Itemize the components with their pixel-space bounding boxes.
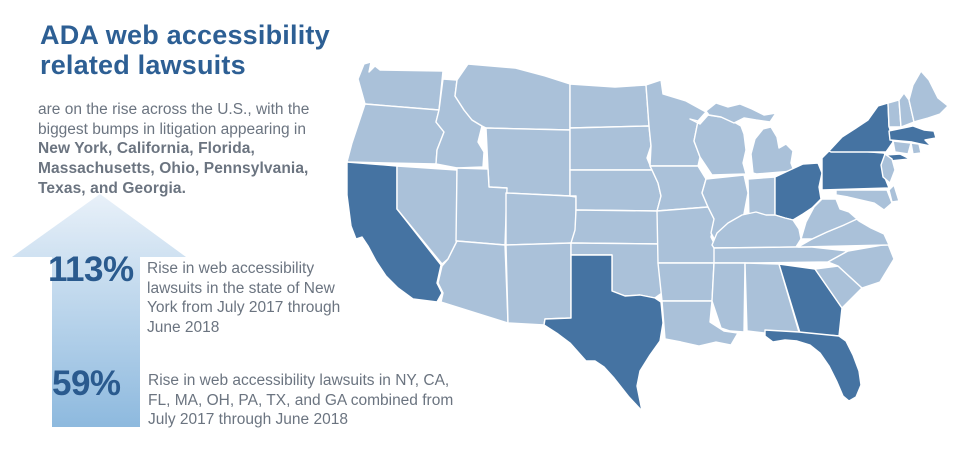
state-ms bbox=[711, 262, 746, 333]
state-nm bbox=[505, 242, 572, 326]
state-wi bbox=[689, 114, 747, 176]
intro-highlighted-states: New York, California, Florida, Massachus… bbox=[38, 140, 309, 197]
state-mi bbox=[705, 102, 777, 124]
state-id bbox=[435, 78, 485, 169]
state-nc bbox=[827, 243, 895, 289]
us-map bbox=[346, 61, 949, 412]
state-ia bbox=[649, 165, 709, 212]
state-tx bbox=[543, 254, 664, 412]
state-pa bbox=[821, 148, 893, 191]
state-ut bbox=[455, 167, 508, 246]
state-nv bbox=[396, 165, 458, 265]
state-ri bbox=[910, 142, 922, 155]
state-ny bbox=[885, 153, 911, 162]
state-ny bbox=[828, 102, 894, 153]
state-az bbox=[437, 240, 509, 324]
state-ar bbox=[657, 262, 715, 302]
state-fl bbox=[764, 329, 862, 402]
state-tn bbox=[713, 246, 849, 264]
state-ma bbox=[888, 125, 937, 147]
state-il bbox=[701, 174, 749, 250]
stat-ny-percent: 113% bbox=[48, 250, 134, 289]
state-ks bbox=[570, 209, 663, 245]
intro-text: are on the rise across the U.S., with th… bbox=[38, 101, 310, 138]
state-mn bbox=[645, 79, 707, 167]
state-ok bbox=[570, 242, 665, 299]
state-wv bbox=[800, 198, 858, 240]
state-co bbox=[505, 192, 577, 246]
state-de bbox=[888, 184, 900, 203]
state-md bbox=[835, 189, 893, 211]
stat-ny-description: Rise in web accessibility lawsuits in th… bbox=[147, 260, 341, 337]
state-vt bbox=[887, 99, 902, 128]
state-ct bbox=[892, 140, 912, 155]
state-ky bbox=[711, 211, 802, 249]
state-mi bbox=[750, 126, 795, 175]
state-in bbox=[747, 176, 776, 221]
state-la bbox=[661, 300, 739, 347]
state-sc bbox=[814, 265, 863, 309]
state-me bbox=[908, 70, 949, 123]
page-title: ADA web accessibility related lawsuits bbox=[40, 20, 330, 81]
state-ne bbox=[569, 169, 662, 212]
state-mt bbox=[454, 63, 571, 131]
state-wy bbox=[485, 127, 571, 197]
state-nj bbox=[880, 153, 896, 184]
state-nh bbox=[898, 92, 915, 128]
state-va bbox=[797, 214, 890, 248]
stat-combined-percent: 59% bbox=[52, 364, 121, 403]
state-mo bbox=[656, 206, 718, 264]
state-oh bbox=[774, 162, 823, 221]
intro-paragraph: are on the rise across the U.S., with th… bbox=[38, 100, 310, 198]
state-al bbox=[744, 262, 800, 336]
state-ga bbox=[778, 263, 843, 337]
stat-combined-description: Rise in web accessibility lawsuits in NY… bbox=[148, 372, 454, 429]
state-nd bbox=[569, 83, 650, 129]
state-or bbox=[346, 103, 445, 165]
state-sd bbox=[569, 125, 653, 171]
